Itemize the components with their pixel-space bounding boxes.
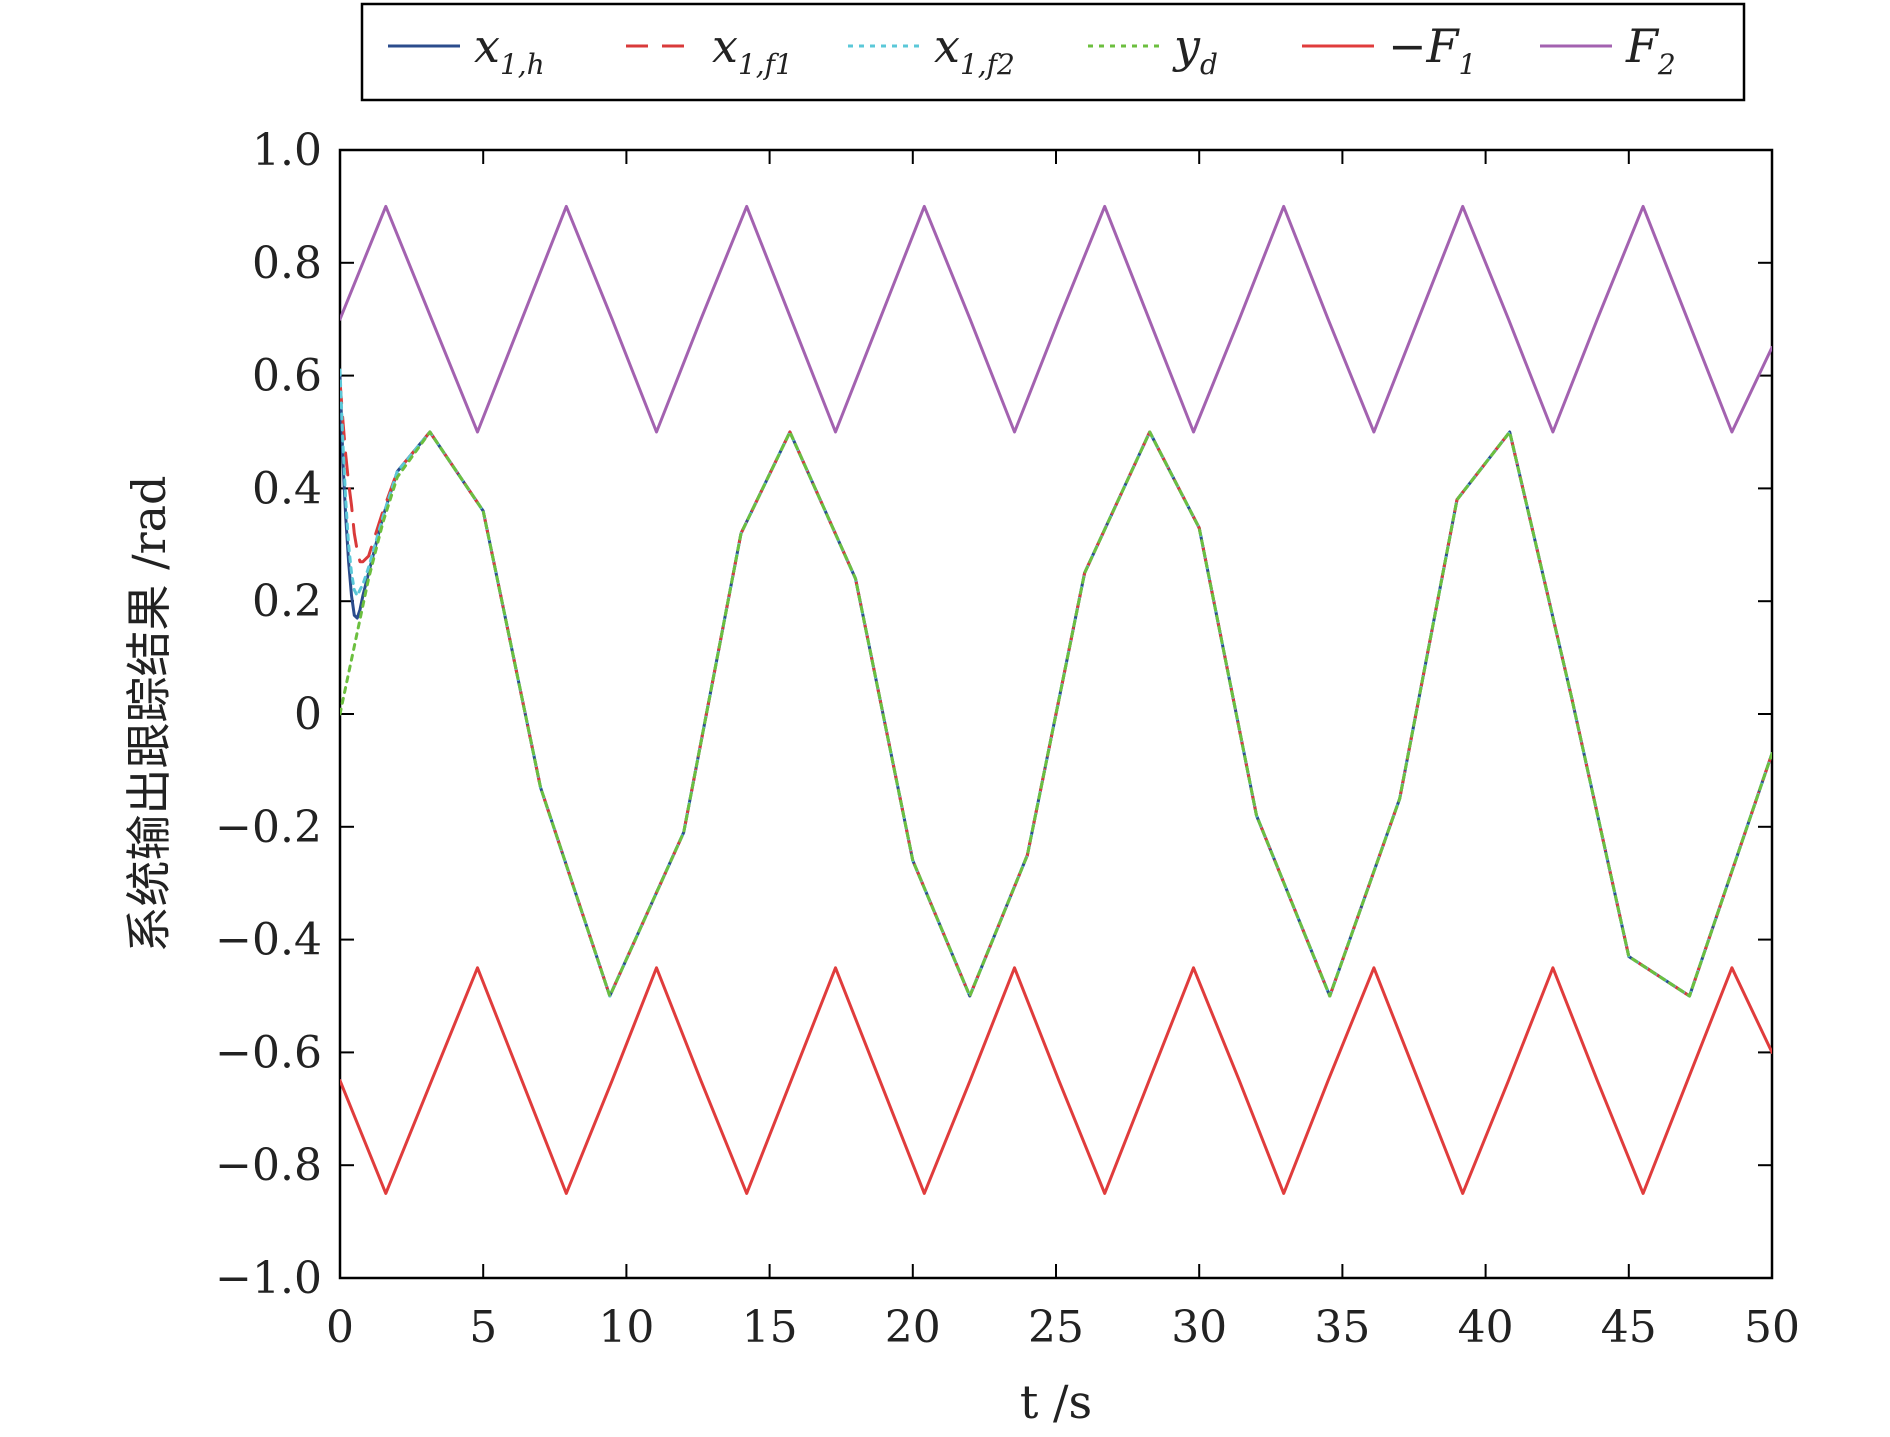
legend-box — [360, 2, 1746, 102]
x-tick-label: 10 — [598, 1302, 654, 1353]
y-tick-label: 0.8 — [252, 238, 322, 289]
x-tick-label: 30 — [1171, 1302, 1227, 1353]
x-tick-label: 40 — [1458, 1302, 1514, 1353]
tick-labels: 0 5 10 15 20 25 30 35 40 45 50 −1.0 −0.8 −0.6 −0.4 −0.2… — [215, 125, 1800, 1353]
x-axis-title: t /s — [1020, 1375, 1092, 1429]
y-tick-label: 0 — [294, 689, 322, 740]
legend-label-6: F2 — [1625, 19, 1676, 81]
x-tick-label: 25 — [1028, 1302, 1084, 1353]
legend-label-3: x1,f2 — [934, 19, 1015, 81]
y-tick-label: 1.0 — [252, 125, 322, 176]
x-tick-label: 35 — [1314, 1302, 1370, 1353]
series-line-5 — [340, 966, 1772, 1195]
x-tick-label: 0 — [326, 1302, 354, 1353]
y-tick-label: −0.8 — [215, 1140, 322, 1191]
x-tick-label: 15 — [742, 1302, 798, 1353]
x-axis-title-text: t /s — [1020, 1375, 1092, 1429]
y-tick-label: −1.0 — [215, 1253, 322, 1304]
legend: x1,h x1,f1 x1,f2 yd −F1 F2 — [360, 2, 1746, 102]
legend-label-5: −F1 — [1388, 19, 1476, 81]
y-tick-label: −0.4 — [215, 915, 322, 966]
series-line-6 — [340, 204, 1772, 434]
y-tick-label: −0.6 — [215, 1027, 322, 1078]
legend-label-2: x1,f1 — [712, 19, 793, 81]
y-tick-label: −0.2 — [215, 802, 322, 853]
series-line-4 — [340, 430, 1772, 998]
plot-area: 0 5 10 15 20 25 30 35 40 45 50 −1.0 −0.8 −0.6 −0.4 −0.2… — [215, 125, 1800, 1353]
y-axis-title: 系统输出跟踪结果 /rad — [122, 476, 176, 953]
y-tick-label: 0.2 — [252, 576, 322, 627]
y-tick-label: 0.4 — [252, 463, 322, 514]
y-tick-label: 0.6 — [252, 351, 322, 402]
x-tick-label: 5 — [469, 1302, 497, 1353]
x-tick-label: 50 — [1744, 1302, 1800, 1353]
legend-label-1: x1,h — [474, 19, 545, 81]
x-tick-label: 20 — [885, 1302, 941, 1353]
legend-label-4: yd — [1172, 19, 1218, 81]
x-tick-label: 45 — [1601, 1302, 1657, 1353]
